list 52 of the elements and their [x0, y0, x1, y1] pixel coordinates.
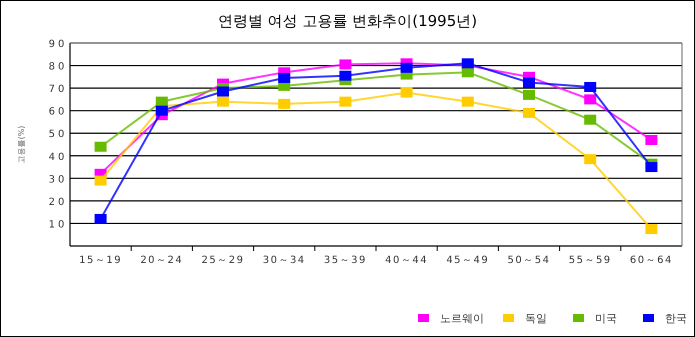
x-tick-label: 20～24: [140, 255, 184, 266]
y-tick-label: 90: [48, 39, 68, 50]
chart-title: 연령별 여성 고용률 변화추이(1995년): [218, 12, 478, 30]
point: [645, 162, 658, 172]
point: [339, 59, 352, 70]
y-tick-label: 50: [48, 129, 68, 140]
point: [94, 214, 107, 224]
y-tick-label: 30: [48, 174, 68, 186]
point: [584, 94, 596, 104]
point: [94, 142, 107, 152]
point: [339, 96, 352, 107]
x-tick-label: 60～64: [630, 255, 673, 266]
y-tick-label: 70: [48, 84, 68, 96]
point: [462, 96, 474, 107]
point: [339, 70, 352, 81]
legend-label: 한국: [665, 312, 687, 325]
y-tick-label: 60: [48, 106, 68, 118]
point: [523, 108, 535, 118]
point: [523, 90, 535, 100]
point: [584, 114, 596, 125]
point: [584, 154, 596, 164]
x-tick-label: 15～19: [79, 255, 122, 266]
x-tick-label: 30～34: [262, 255, 306, 266]
point: [94, 176, 107, 186]
x-tick-label: 25～29: [202, 255, 244, 266]
x-tick-label: 50～54: [508, 255, 550, 266]
point: [645, 224, 658, 234]
x-tick-label: 35～39: [324, 255, 367, 266]
point: [156, 96, 168, 107]
point: [400, 62, 413, 73]
point: [217, 86, 229, 96]
x-tick-label: 40～44: [385, 255, 428, 266]
point: [523, 77, 535, 88]
legend-label: 독일: [525, 312, 547, 325]
point: [584, 82, 596, 92]
point: [217, 96, 229, 107]
y-tick-label: 40: [48, 152, 68, 163]
point: [400, 88, 413, 98]
x-tick-label: 45～49: [446, 255, 490, 266]
point: [156, 106, 168, 116]
y-tick-label: 10: [48, 219, 68, 230]
point: [462, 67, 474, 78]
y-axis-title: 고용률(%): [17, 126, 26, 164]
x-tick-label: 55～59: [568, 255, 612, 266]
point: [278, 72, 290, 83]
legend-label: 미국: [595, 312, 617, 325]
y-tick-label: 20: [48, 196, 68, 208]
y-tick-label: 80: [48, 62, 68, 73]
point: [278, 98, 290, 109]
point: [645, 134, 658, 145]
point: [462, 58, 474, 68]
legend-label: 노르웨이: [440, 312, 484, 325]
